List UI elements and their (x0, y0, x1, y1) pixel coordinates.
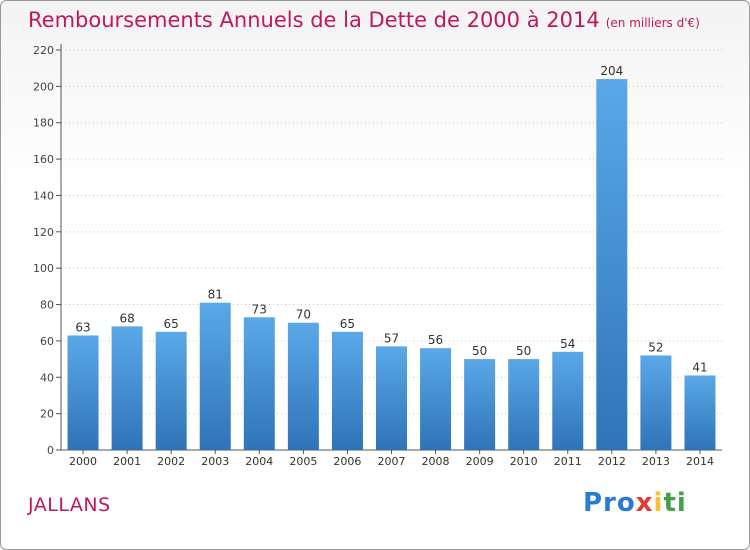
y-tick-label: 60 (40, 335, 54, 348)
x-tick-label: 2009 (466, 455, 494, 468)
x-tick-label: 2003 (201, 455, 229, 468)
y-tick-label: 160 (33, 153, 54, 166)
chart-title: Remboursements Annuels de la Dette de 20… (28, 8, 700, 32)
value-label: 50 (516, 344, 531, 358)
value-label: 70 (296, 308, 311, 322)
value-label: 41 (692, 360, 707, 374)
y-tick-label: 220 (33, 44, 54, 57)
x-tick-label: 2006 (333, 455, 361, 468)
bar-2002 (155, 331, 187, 450)
y-tick-label: 80 (40, 299, 54, 312)
bars (67, 79, 716, 450)
x-tick-label: 2004 (245, 455, 273, 468)
bar-2009 (464, 359, 496, 450)
value-label: 81 (208, 288, 223, 302)
value-label: 57 (384, 331, 399, 345)
bar-2005 (287, 322, 319, 450)
y-tick-label: 140 (33, 189, 54, 202)
bar-2014 (684, 375, 716, 450)
x-tick-label: 2005 (289, 455, 317, 468)
x-tick-label: 2007 (378, 455, 406, 468)
x-tick-label: 2001 (113, 455, 141, 468)
x-tick-label: 2011 (554, 455, 582, 468)
x-tick-label: 2008 (422, 455, 450, 468)
bar-2011 (552, 351, 584, 450)
value-label: 204 (600, 64, 623, 78)
chart-title-text: Remboursements Annuels de la Dette de 20… (28, 8, 600, 32)
bar-2000 (67, 335, 99, 450)
chart-subtitle: (en milliers d'€) (605, 16, 700, 30)
value-label: 65 (340, 317, 355, 331)
value-label: 56 (428, 333, 443, 347)
value-label: 68 (119, 311, 134, 325)
bar-2010 (508, 359, 540, 450)
value-label: 50 (472, 344, 487, 358)
labels: 0 20 40 60 80 100 120 140 160 180 200 220 63 2000 68 20… (33, 44, 714, 468)
x-tick-label: 2010 (510, 455, 538, 468)
x-tick-label: 2000 (69, 455, 97, 468)
y-tick-label: 100 (33, 262, 54, 275)
y-tick-label: 0 (47, 444, 54, 457)
bar-2008 (420, 348, 452, 450)
commune-name: JALLANS (28, 494, 111, 516)
bar-2013 (640, 355, 672, 450)
bar-2007 (376, 346, 407, 450)
bar-2012 (596, 79, 628, 450)
x-tick-label: 2002 (157, 455, 185, 468)
value-label: 52 (648, 340, 663, 354)
y-tick-label: 20 (40, 408, 54, 421)
proxiti-logo: Proxiti (583, 488, 687, 518)
y-tick-label: 120 (33, 226, 54, 239)
y-tick-label: 200 (33, 80, 54, 93)
value-label: 65 (164, 317, 179, 331)
x-tick-label: 2014 (686, 455, 714, 468)
x-tick-label: 2012 (598, 455, 626, 468)
bar-2004 (243, 317, 275, 450)
bar-2001 (111, 326, 143, 450)
y-tick-label: 180 (33, 117, 54, 130)
bar-2003 (199, 302, 231, 450)
y-tick-label: 40 (40, 371, 54, 384)
x-tick-label: 2013 (642, 455, 670, 468)
value-label: 73 (252, 302, 267, 316)
value-label: 54 (560, 337, 575, 351)
value-label: 63 (75, 320, 90, 334)
bar-2006 (331, 331, 363, 450)
